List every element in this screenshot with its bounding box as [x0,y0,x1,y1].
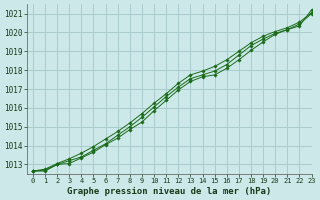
X-axis label: Graphe pression niveau de la mer (hPa): Graphe pression niveau de la mer (hPa) [67,187,271,196]
